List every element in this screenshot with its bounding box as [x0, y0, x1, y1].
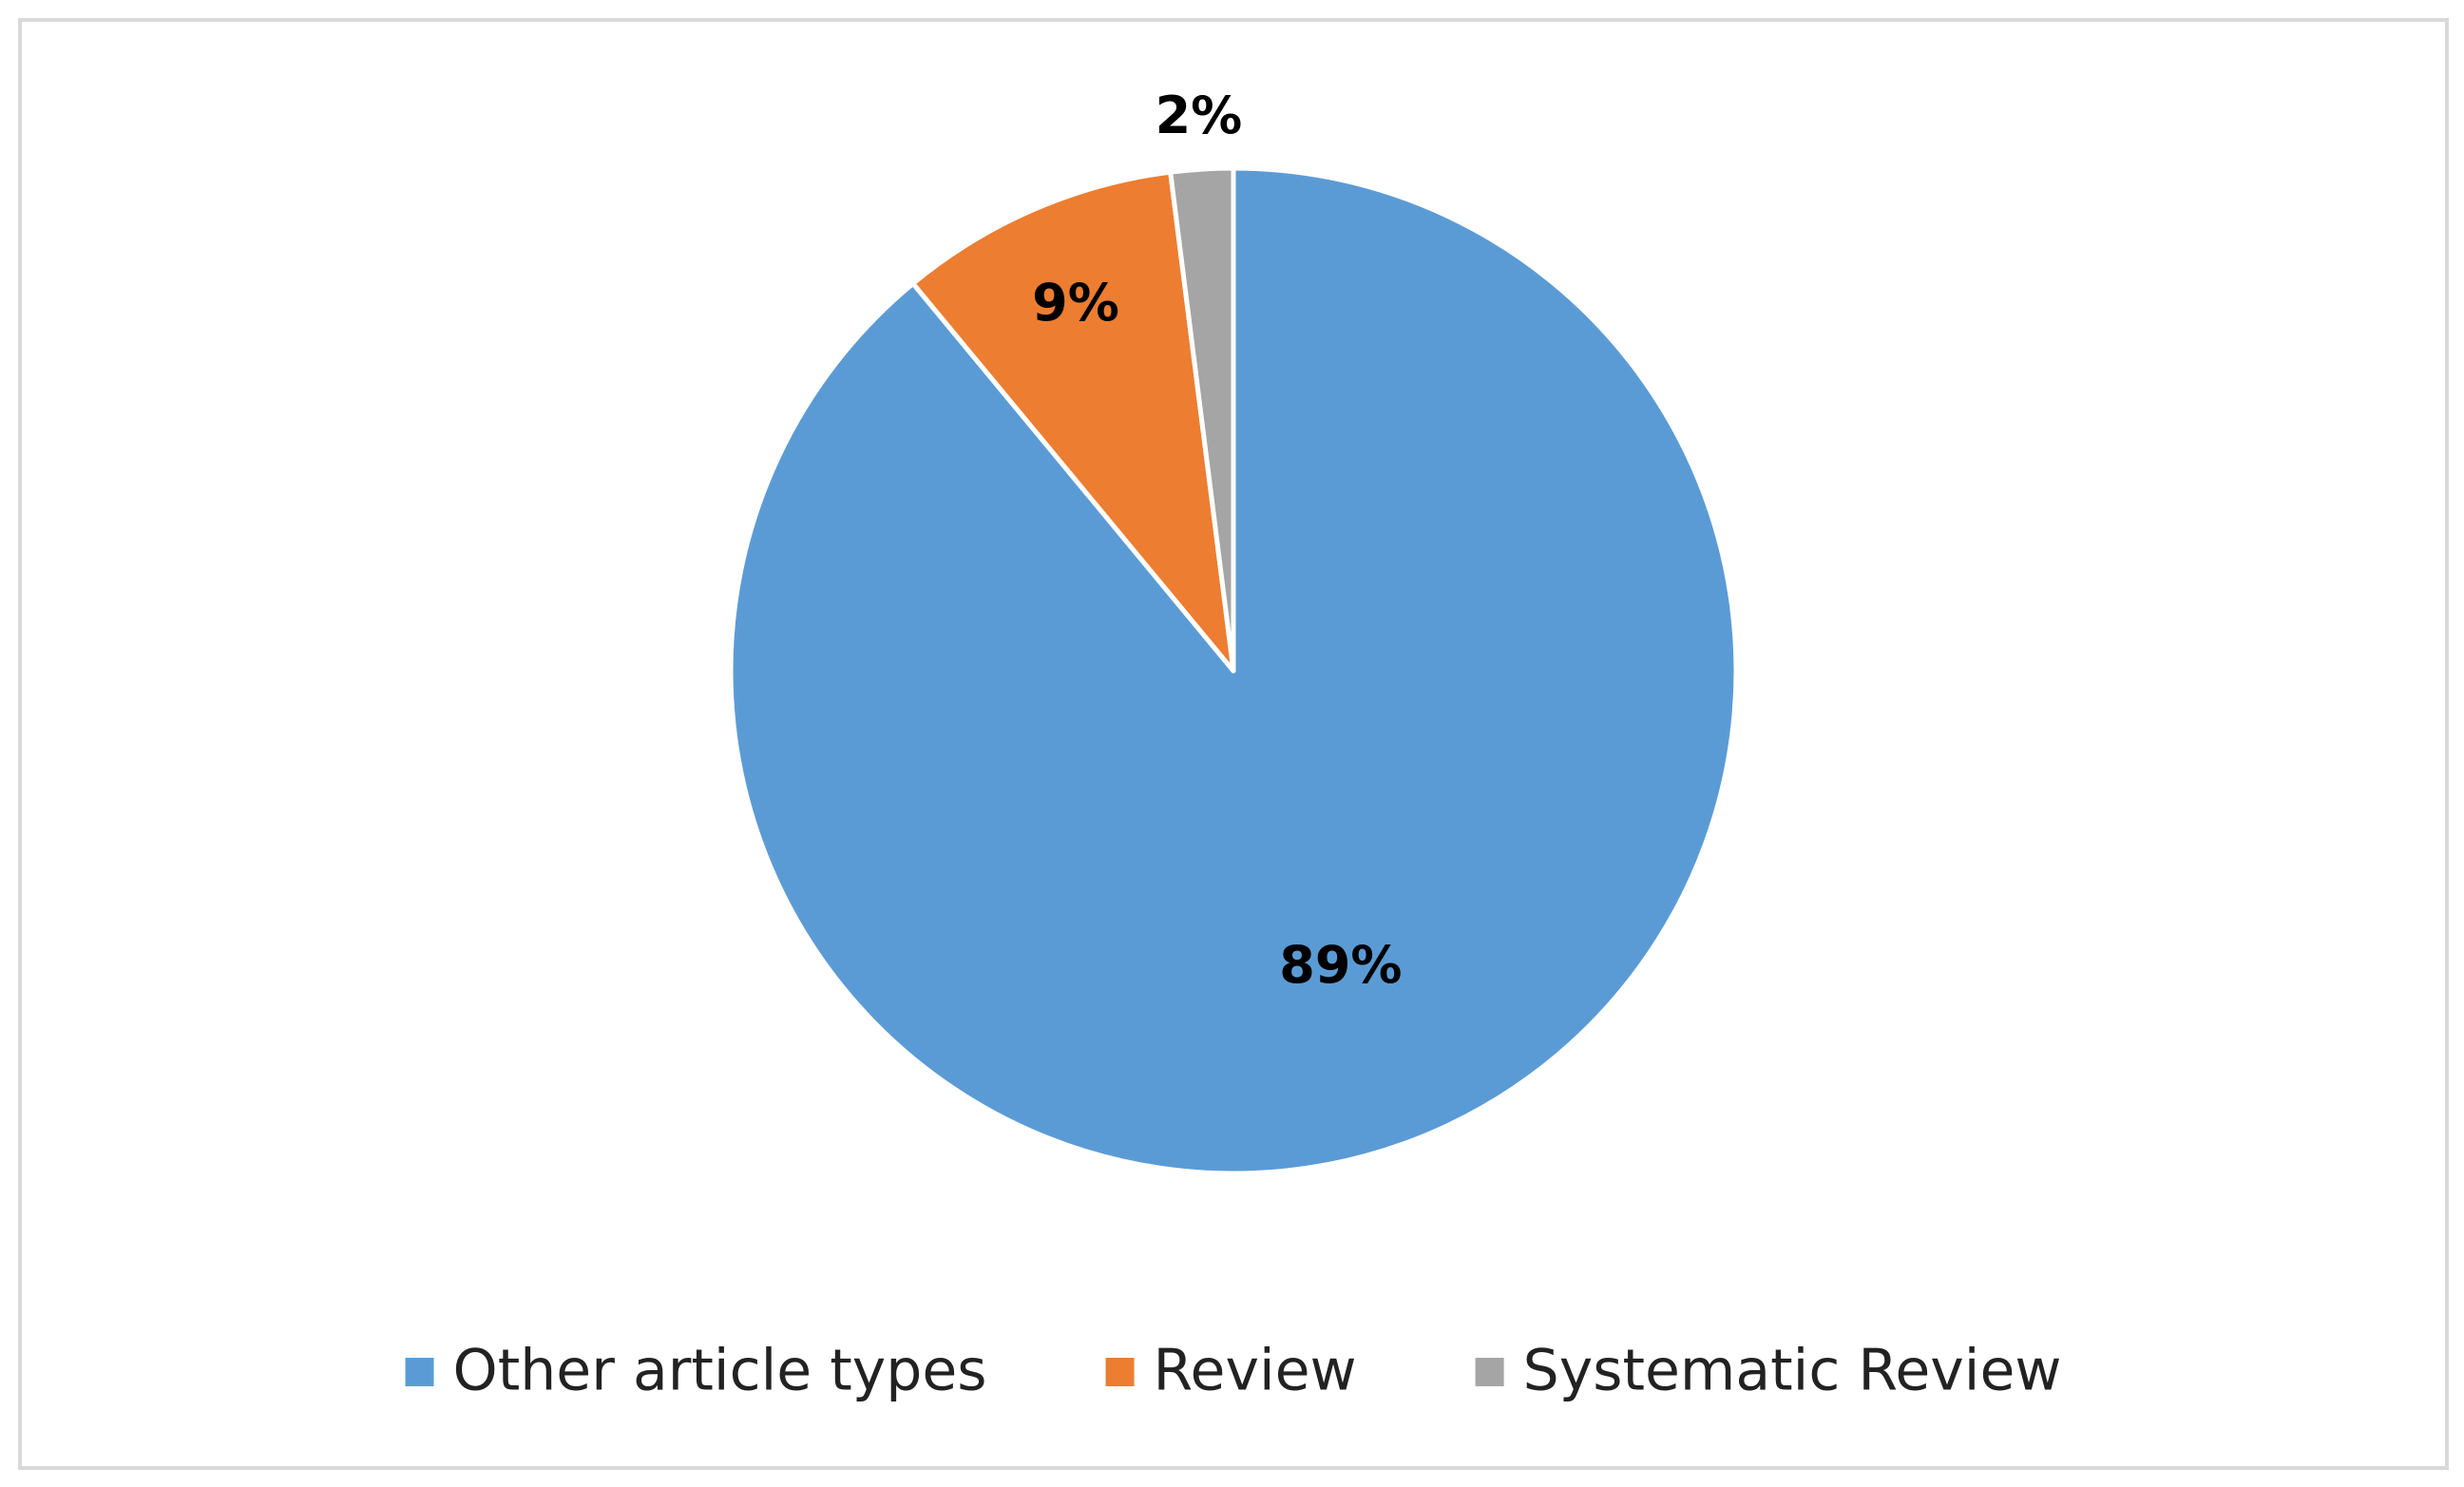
data-label: 2%	[1156, 86, 1243, 145]
legend-label: Systematic Review	[1523, 1338, 2062, 1404]
legend-marker	[1105, 1358, 1135, 1386]
data-label: 9%	[1032, 273, 1119, 333]
legend-label: Review	[1154, 1338, 1357, 1404]
legend-marker	[405, 1358, 434, 1386]
legend: Other article types Review Systematic Revi…	[405, 1338, 2062, 1404]
data-label: 89%	[1279, 935, 1402, 995]
pie-slice	[910, 169, 1236, 674]
pie: 89% 9% 2%	[728, 86, 1739, 1176]
legend-label: Other article types	[453, 1338, 987, 1404]
pie-slice	[1168, 165, 1236, 674]
legend-marker	[1475, 1358, 1504, 1386]
